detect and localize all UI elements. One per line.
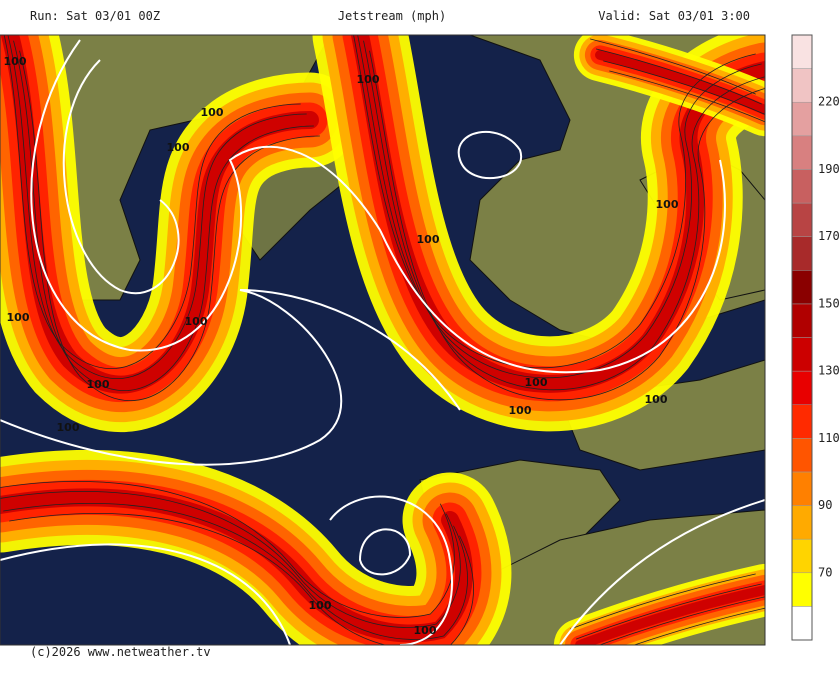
stream-line (598, 596, 765, 645)
run-label: Run: Sat 03/01 00Z (30, 9, 160, 23)
colorbar-band (791, 169, 813, 204)
stream-line (596, 48, 762, 105)
contour-label: 100 (414, 624, 437, 637)
contour-label: 100 (87, 378, 110, 391)
stream-line (603, 60, 765, 115)
contour-label: 100 (7, 311, 30, 324)
colorbar: 70 90 110 130 150 170 190 220 (791, 34, 840, 641)
jet-band (575, 585, 765, 645)
stream-line (363, 40, 765, 391)
colorbar-label: 90 (818, 498, 832, 512)
stream-line (576, 583, 762, 640)
colorbar-band (791, 438, 813, 473)
stream-line (0, 491, 461, 628)
colorbar-band (791, 303, 813, 338)
stream-line (589, 38, 756, 95)
contour-label: 100 (309, 599, 332, 612)
map-title: Jetstream (mph) (338, 9, 446, 23)
contour-labels: 100 100 100 100 100 100 100 100 100 100 100 100 100 1… (4, 55, 679, 637)
colorbar-band (791, 135, 813, 170)
contour-label: 100 (417, 233, 440, 246)
colorbar-frame (791, 34, 813, 641)
contour-label: 100 (509, 404, 532, 417)
contours (0, 39, 765, 645)
map-area: 100 100 100 100 100 100 100 100 100 100 100 100 100 1… (0, 35, 765, 645)
colorbar-band (791, 270, 813, 305)
stream-line (3, 503, 468, 640)
stream-line (369, 50, 765, 401)
colorbar-band (791, 101, 813, 137)
stream-line (633, 607, 765, 645)
colorbar-band (791, 68, 813, 103)
stream-line (3, 35, 301, 369)
map-frame (0, 34, 766, 646)
contour-label: 100 (4, 55, 27, 68)
colorbar-band (791, 572, 813, 607)
colorbar-label: 220 (818, 95, 840, 109)
colorbar-band (791, 471, 813, 506)
colorbar-band (791, 337, 813, 372)
jet-band (0, 488, 473, 643)
jet-band (595, 50, 765, 115)
colorbar-band (791, 202, 813, 237)
contour-label: 100 (57, 421, 80, 434)
stream-line (609, 70, 765, 123)
contour-label: 100 (656, 198, 679, 211)
colorbar-label: 150 (818, 296, 840, 310)
contour-label: 100 (357, 73, 380, 86)
colorbar-band (791, 34, 813, 69)
copyright: (c)2026 www.netweather.tv (30, 645, 211, 659)
colorbar-band (791, 538, 813, 574)
stream-line (357, 35, 762, 379)
contour-label: 100 (167, 141, 190, 154)
colorbar-band (791, 404, 813, 439)
contour-label: 100 (525, 376, 548, 389)
contour-label: 100 (645, 393, 668, 406)
contour-label: 100 (185, 315, 208, 328)
colorbar-label: 70 (818, 565, 832, 579)
stream-line (19, 50, 321, 401)
colorbar-label: 170 (818, 229, 840, 243)
colorbar-label: 190 (818, 162, 840, 176)
colorbar-band (791, 236, 813, 271)
contour-label: 100 (201, 106, 224, 119)
colorbar-label: 130 (818, 364, 840, 378)
colorbar-label: 110 (818, 431, 840, 445)
stream-line (9, 513, 474, 645)
colorbar-band (791, 606, 813, 641)
colorbar-band (791, 505, 813, 540)
stream-line (13, 40, 314, 391)
stream-line (569, 573, 756, 630)
valid-label: Valid: Sat 03/01 3:00 (598, 9, 750, 23)
stream-line (353, 35, 756, 369)
colorbar-band (791, 370, 813, 405)
